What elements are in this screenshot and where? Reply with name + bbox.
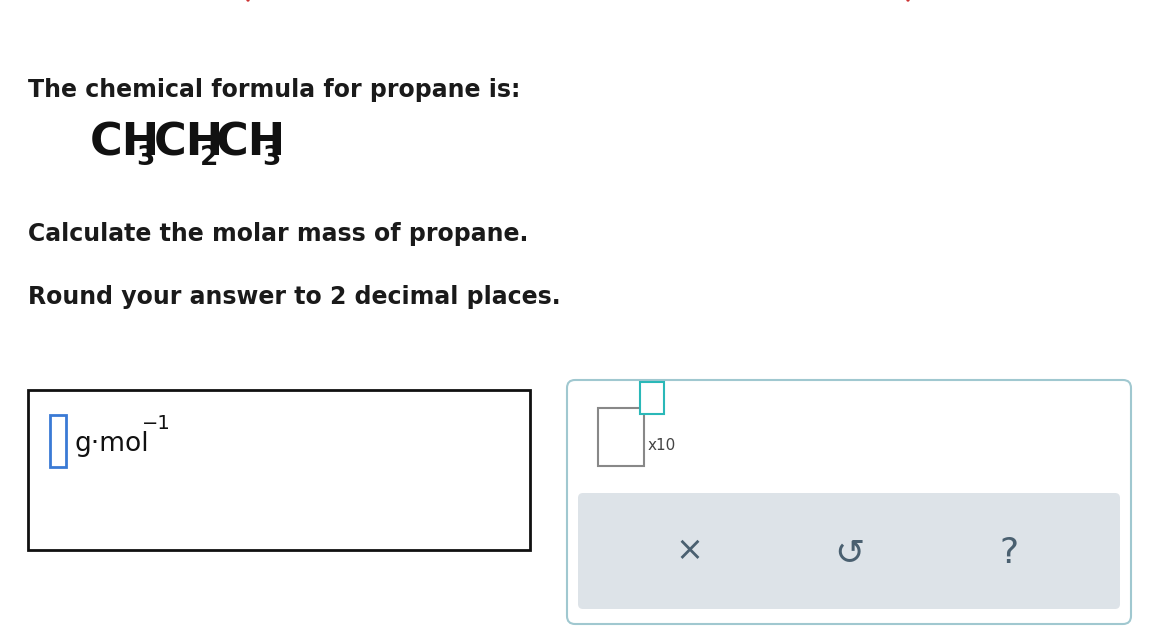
Text: CH: CH: [154, 121, 224, 164]
Text: ?: ?: [999, 536, 1018, 570]
FancyBboxPatch shape: [640, 382, 664, 414]
Text: −1: −1: [142, 414, 171, 433]
Text: ×: ×: [675, 534, 703, 567]
FancyBboxPatch shape: [598, 408, 644, 466]
Text: CH: CH: [90, 121, 161, 164]
Text: 3: 3: [136, 145, 155, 171]
Text: x10: x10: [649, 438, 676, 453]
Text: 3: 3: [262, 145, 281, 171]
Text: Round your answer to 2 decimal places.: Round your answer to 2 decimal places.: [28, 285, 561, 309]
Text: Calculate the molar mass of propane.: Calculate the molar mass of propane.: [28, 222, 528, 246]
FancyBboxPatch shape: [566, 380, 1131, 624]
FancyBboxPatch shape: [578, 493, 1120, 609]
Text: g·mol: g·mol: [74, 431, 149, 457]
FancyBboxPatch shape: [28, 390, 529, 550]
Text: ↺: ↺: [833, 536, 865, 570]
Text: CH: CH: [216, 121, 287, 164]
Text: 2: 2: [200, 145, 218, 171]
FancyBboxPatch shape: [50, 415, 66, 467]
Text: The chemical formula for propane is:: The chemical formula for propane is:: [28, 78, 520, 102]
